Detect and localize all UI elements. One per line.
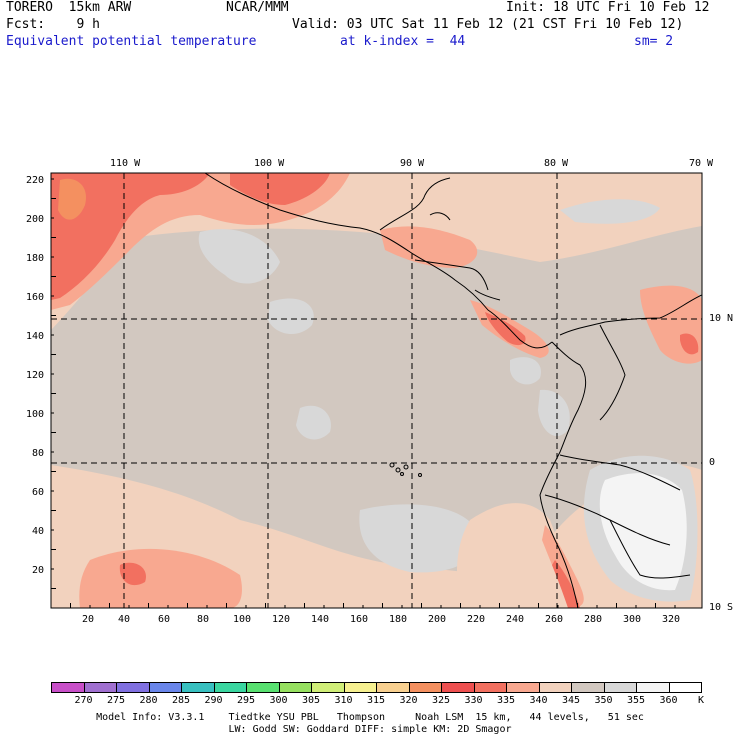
x-tick-label: 260 bbox=[545, 614, 564, 625]
colorbar-label: 310 bbox=[334, 695, 353, 706]
plot-frame bbox=[50, 172, 703, 609]
colorbar-swatch bbox=[148, 682, 182, 693]
colorbar-label: 270 bbox=[74, 695, 93, 706]
colorbar-label: 290 bbox=[204, 695, 223, 706]
colorbar-swatch bbox=[116, 682, 150, 693]
x-tick-label: 320 bbox=[662, 614, 681, 625]
colorbar-swatch bbox=[408, 682, 442, 693]
colorbar-label: 350 bbox=[594, 695, 613, 706]
lon-label-70w: 70 W bbox=[689, 158, 714, 169]
y-tick-label: 100 bbox=[26, 409, 45, 420]
colorbar-swatch bbox=[246, 682, 280, 693]
lon-label-110w: 110 W bbox=[110, 158, 141, 169]
colorbar-swatch bbox=[278, 682, 312, 693]
colorbar-swatch bbox=[441, 682, 475, 693]
forecast-hour: Fcst: 9 h bbox=[6, 17, 100, 32]
colorbar-swatch bbox=[571, 682, 605, 693]
x-tick-label: 180 bbox=[389, 614, 408, 625]
colorbar-label: 340 bbox=[529, 695, 548, 706]
lon-label-90w: 90 W bbox=[400, 158, 425, 169]
y-tick-label: 20 bbox=[32, 565, 45, 576]
colorbar-swatch bbox=[181, 682, 215, 693]
model-title: TORERO 15km ARW bbox=[6, 0, 132, 15]
coastlines bbox=[204, 173, 702, 608]
y-tick-label: 160 bbox=[26, 292, 45, 303]
colorbar-swatch bbox=[538, 682, 572, 693]
x-tick-label: 220 bbox=[467, 614, 486, 625]
colorbar-unit: K bbox=[698, 695, 705, 706]
x-tick-label: 200 bbox=[428, 614, 447, 625]
colorbar-swatch bbox=[636, 682, 670, 693]
colorbar-swatch bbox=[473, 682, 507, 693]
y-tick-label: 120 bbox=[26, 370, 45, 381]
y-tick-label: 60 bbox=[32, 487, 45, 498]
org-label: NCAR/MMM bbox=[226, 0, 289, 15]
colorbar-label: 275 bbox=[106, 695, 126, 706]
colorbar-label: 330 bbox=[464, 695, 483, 706]
shaded-field bbox=[51, 173, 702, 608]
x-tick-label: 300 bbox=[623, 614, 642, 625]
colorbar-swatch bbox=[376, 682, 410, 693]
latlon-grid bbox=[51, 173, 702, 608]
lat-label-10n: 10 N bbox=[709, 313, 734, 324]
x-tick-label: 280 bbox=[584, 614, 603, 625]
colorbar-swatch bbox=[213, 682, 247, 693]
colorbar-label: 355 bbox=[626, 695, 646, 706]
x-tick-label: 160 bbox=[350, 614, 369, 625]
y-tick-label: 180 bbox=[26, 253, 45, 264]
y-tick-label: 200 bbox=[26, 214, 45, 225]
colorbar-swatch bbox=[83, 682, 117, 693]
x-tick-label: 240 bbox=[506, 614, 525, 625]
colorbar-label: 345 bbox=[561, 695, 581, 706]
colorbar-swatch bbox=[668, 682, 702, 693]
lon-label-100w: 100 W bbox=[254, 158, 285, 169]
colorbar-label: 295 bbox=[236, 695, 256, 706]
x-tick-label: 20 bbox=[82, 614, 95, 625]
y-tick-label: 40 bbox=[32, 526, 45, 537]
colorbar-label: 335 bbox=[496, 695, 516, 706]
colorbar-label: 300 bbox=[269, 695, 288, 706]
smoothing-label: sm= 2 bbox=[634, 34, 674, 49]
y-tick-label: 80 bbox=[32, 448, 45, 459]
colorbar-label: 280 bbox=[139, 695, 158, 706]
y-tick-label: 140 bbox=[26, 331, 45, 342]
x-tick-label: 60 bbox=[158, 614, 171, 625]
level-label: at k-index = 44 bbox=[340, 34, 466, 49]
x-tick-label: 120 bbox=[272, 614, 291, 625]
colorbar-label: 325 bbox=[431, 695, 451, 706]
colorbar-swatch bbox=[311, 682, 345, 693]
colorbar-swatch bbox=[51, 682, 85, 693]
y-tick-label: 220 bbox=[26, 175, 45, 186]
x-tick-label: 140 bbox=[311, 614, 330, 625]
model-info-line2: LW: Godd SW: Goddard DIFF: simple KM: 2D… bbox=[228, 724, 512, 735]
init-time: Init: 18 UTC Fri 10 Feb 12 bbox=[506, 0, 710, 15]
colorbar-label: 285 bbox=[171, 695, 191, 706]
colorbar-label: 320 bbox=[399, 695, 418, 706]
valid-time: Valid: 03 UTC Sat 11 Feb 12 (21 CST Fri … bbox=[292, 17, 684, 32]
x-tick-label: 80 bbox=[197, 614, 210, 625]
colorbar-label: 360 bbox=[659, 695, 678, 706]
colorbar-swatch bbox=[343, 682, 377, 693]
x-tick-label: 100 bbox=[233, 614, 252, 625]
colorbar-swatch bbox=[603, 682, 637, 693]
colorbar-label: 305 bbox=[301, 695, 321, 706]
x-tick-label: 40 bbox=[118, 614, 131, 625]
colorbar-label: 315 bbox=[366, 695, 386, 706]
model-info-line1: Model Info: V3.3.1 Tiedtke YSU PBL Thomp… bbox=[96, 712, 644, 723]
lon-label-80w: 80 W bbox=[544, 158, 569, 169]
lat-label-0: 0 bbox=[709, 457, 716, 468]
lat-label-10s: 10 S bbox=[709, 602, 734, 613]
colorbar-swatch bbox=[506, 682, 540, 693]
field-name: Equivalent potential temperature bbox=[6, 34, 257, 49]
